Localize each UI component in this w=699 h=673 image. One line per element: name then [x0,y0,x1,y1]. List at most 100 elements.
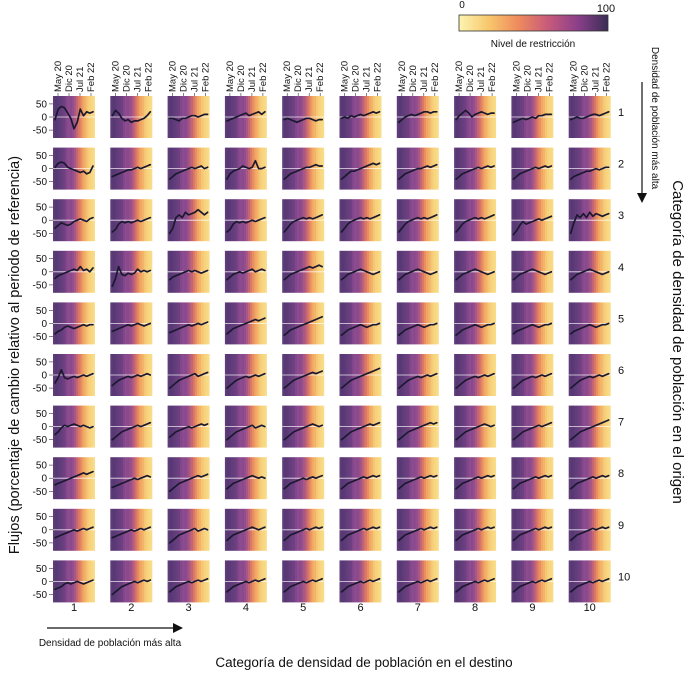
time-tick-label: Dic 20 [351,65,362,92]
panel-8-7 [396,457,439,500]
series-line [168,473,209,493]
y-tick-label: -50 [33,126,48,137]
time-tick-label: Dic 20 [64,65,75,92]
col-category-labels: 1 2 3 4 5 6 7 8 9 10 [71,602,596,614]
series-line [111,421,152,441]
panel-3-3 [167,199,210,242]
time-tick-label: May 20 [168,61,179,92]
panel-1-1 [53,96,95,138]
series-line [283,214,324,233]
panel-grid [53,96,611,603]
panel-2-9 [511,147,554,190]
series-line [340,421,381,441]
series-line [54,265,94,280]
series-line [283,474,324,490]
y-tick-label: -50 [33,384,48,395]
series-line [283,526,324,542]
time-tick-label: Jul 21 [419,67,430,92]
series-line [283,370,324,389]
series-line [397,322,438,337]
panel-9-9 [511,508,554,551]
series-line [226,372,266,389]
panel-2-7 [396,147,439,190]
y-tick-label: -50 [33,538,48,549]
panel-1-9 [511,96,554,138]
row-arrow-label: Densidad de población más alta [649,47,660,190]
panel-8-10 [568,457,611,500]
series-line [455,423,495,441]
panel-9-1 [53,508,95,551]
series-line [111,372,152,387]
series-line [111,322,152,333]
time-tick-label: May 20 [340,61,351,92]
y-tick-label: -50 [33,177,48,188]
panel-1-6 [339,96,382,138]
y-tick-label: 50 [36,306,48,317]
series-line [54,526,94,539]
row-category-label: 7 [618,417,624,429]
panel-6-5 [282,354,325,396]
series-line [512,421,553,441]
time-tick-label: Feb 22 [315,62,326,92]
panel-1-5 [282,96,325,138]
row-category-labels: 1 2 3 4 5 6 7 8 9 10 [618,107,630,583]
panel-4-6 [339,250,382,293]
series-line [226,110,266,122]
row-category-label: 1 [618,107,624,119]
panel-3-4 [224,199,267,242]
panel-5-9 [511,302,554,345]
panel-1-8 [454,96,497,138]
time-tick-label: Dic 20 [236,65,247,92]
panel-3-6 [339,199,382,242]
colorbar-bar [458,14,609,32]
series-line [54,579,94,591]
row-category-label: 8 [618,468,624,480]
y-axis-title: Flujos (porcentaje de cambio relativo al… [7,156,23,554]
y-tick-label: -50 [33,435,48,446]
panel-10-5 [282,560,325,603]
y-tick-label: 0 [41,577,47,588]
panel-10-6 [339,560,382,603]
series-line [569,526,610,542]
y-tick-label: 0 [41,474,47,485]
series-line [54,423,94,436]
time-tick-label: May 20 [397,61,408,92]
series-line [512,322,553,335]
time-tick-label: Feb 22 [86,62,97,92]
y-tick-label: 50 [36,357,48,368]
y-tick-labels: 50 0 -50 50 0 -50 50 0 -50 50 0 -50 50 0 -50 50 0 -50 50 0 -… [33,99,53,601]
col-arrow-label: Densidad de población más alta [39,638,182,649]
series-line [512,577,553,593]
x-axis-title: Categoría de densidad de población en el… [215,655,512,670]
panel-1-7 [396,96,439,138]
time-tick-label: Feb 22 [487,62,498,92]
series-line [283,117,324,124]
row-category-label: 10 [618,571,630,583]
series-line [569,372,610,389]
time-tick-label: Feb 22 [373,62,384,92]
panel-6-10 [568,354,611,396]
series-line [54,368,94,384]
row-category-label: 2 [618,159,624,171]
panel-7-3 [167,405,210,448]
panel-3-2 [110,199,153,242]
y-tick-label: -50 [33,229,48,240]
panel-10-9 [511,560,554,603]
y-tick-label: 50 [36,512,48,523]
col-category-label: 8 [472,602,478,614]
series-line [512,526,553,542]
series-line [340,577,381,593]
col-category-label: 2 [128,602,134,614]
time-tick-label: May 20 [282,61,293,92]
series-line [569,419,610,441]
series-line [397,372,438,389]
time-tick-label: Jul 21 [533,67,544,92]
series-line [226,577,266,593]
panel-7-1 [53,405,95,448]
panel-8-4 [224,457,267,500]
series-line [397,421,438,441]
y-tick-label: 0 [41,267,47,278]
panel-2-5 [282,147,325,190]
panel-2-4 [224,147,267,190]
time-tick-label: Dic 20 [465,65,476,92]
